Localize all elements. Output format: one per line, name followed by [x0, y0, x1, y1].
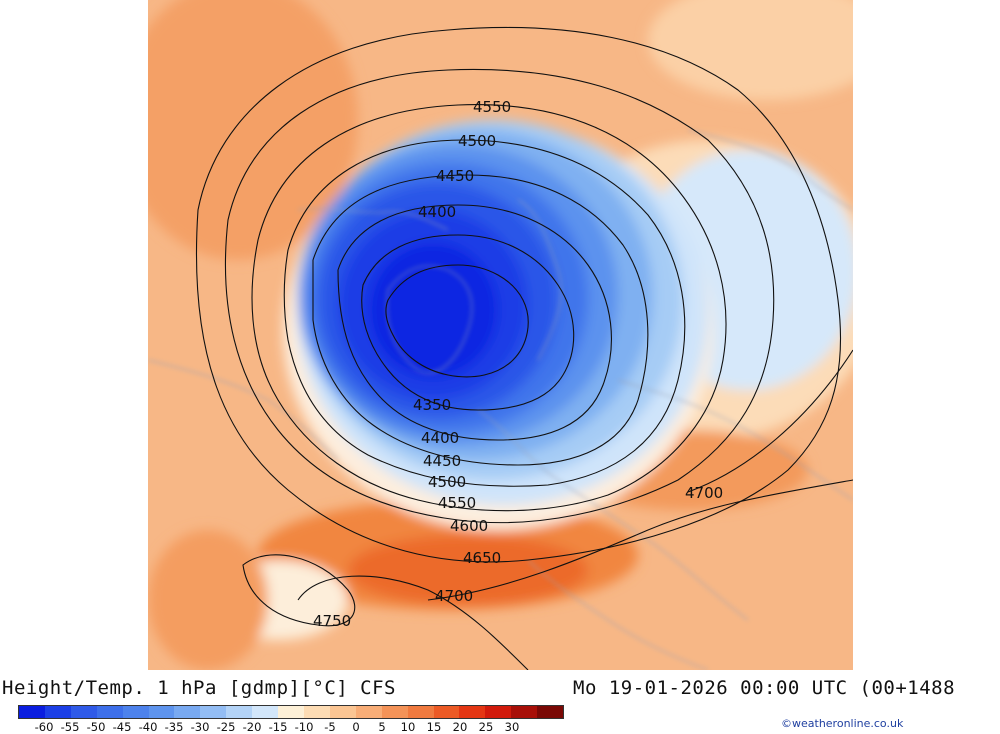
- legend-tick-label: -40: [138, 720, 158, 734]
- coastlines: [148, 129, 853, 670]
- legend-swatch: [303, 706, 330, 718]
- legend-tick-label: 25: [478, 720, 494, 734]
- height-contours: [195, 26, 853, 670]
- legend-swatch: [174, 706, 201, 718]
- valid-datetime: Mo 19-01-2026 00:00 UTC (00+1488: [573, 677, 956, 699]
- legend-swatch: [226, 706, 253, 718]
- legend-tick-label: -60: [34, 720, 54, 734]
- legend-tick-label: -10: [294, 720, 314, 734]
- contour-label: 4400: [418, 203, 456, 221]
- contour-label: 4550: [438, 494, 476, 512]
- legend-swatch: [96, 706, 123, 718]
- contour-label: 4700: [685, 484, 723, 502]
- color-legend: [18, 705, 564, 719]
- legend-swatch: [252, 706, 279, 718]
- legend-swatch: [511, 706, 538, 718]
- legend-tick-label: -35: [164, 720, 184, 734]
- legend-tick-label: -25: [216, 720, 236, 734]
- legend-swatch: [537, 706, 564, 718]
- legend-swatch: [44, 706, 71, 718]
- legend-swatch: [278, 706, 304, 718]
- contour-labels: 4550 4500 4450 4400 4350 4400 4450 4500 …: [313, 98, 723, 630]
- legend-swatch: [200, 706, 227, 718]
- contour-label: 4750: [313, 612, 351, 630]
- legend-swatch: [381, 706, 408, 718]
- legend-swatch: [122, 706, 149, 718]
- legend-swatch: [19, 706, 45, 718]
- credit-link[interactable]: ©weatheronline.co.uk: [781, 717, 904, 730]
- legend-swatch: [329, 706, 356, 718]
- legend-swatch: [355, 706, 382, 718]
- legend-tick-label: -15: [268, 720, 288, 734]
- legend-ticks: -60 -55 -50 -45 -40 -35 -30 -25 -20 -15 -10 -5 0 5 10 1…: [18, 720, 564, 734]
- contour-label: 4700: [435, 587, 473, 605]
- legend-tick-label: -50: [86, 720, 106, 734]
- legend-tick-label: -55: [60, 720, 80, 734]
- legend-swatch: [407, 706, 434, 718]
- map-title: Height/Temp. 1 hPa [gdmp][°C] CFS: [2, 677, 396, 699]
- legend-tick-label: 5: [378, 720, 386, 734]
- contour-label: 4400: [421, 429, 459, 447]
- legend-tick-label: 10: [400, 720, 416, 734]
- legend-swatch: [433, 706, 460, 718]
- weather-map: 4550 4500 4450 4400 4350 4400 4450 4500 …: [148, 0, 853, 670]
- legend-tick-label: 30: [504, 720, 520, 734]
- contour-label: 4500: [428, 473, 466, 491]
- contour-label: 4450: [423, 452, 461, 470]
- legend-swatch: [485, 706, 512, 718]
- contour-label: 4500: [458, 132, 496, 150]
- legend-swatch: [148, 706, 175, 718]
- legend-tick-label: 15: [426, 720, 442, 734]
- legend-tick-label: 20: [452, 720, 468, 734]
- contour-label: 4600: [450, 517, 488, 535]
- contour-label: 4450: [436, 167, 474, 185]
- legend-tick-label: -20: [242, 720, 262, 734]
- legend-tick-label: -30: [190, 720, 210, 734]
- legend-tick-label: 0: [352, 720, 360, 734]
- contour-label: 4550: [473, 98, 511, 116]
- contour-label: 4650: [463, 549, 501, 567]
- legend-tick-label: -5: [324, 720, 336, 734]
- legend-tick-label: -45: [112, 720, 132, 734]
- legend-swatch: [459, 706, 486, 718]
- legend-swatch: [70, 706, 97, 718]
- contour-label: 4350: [413, 396, 451, 414]
